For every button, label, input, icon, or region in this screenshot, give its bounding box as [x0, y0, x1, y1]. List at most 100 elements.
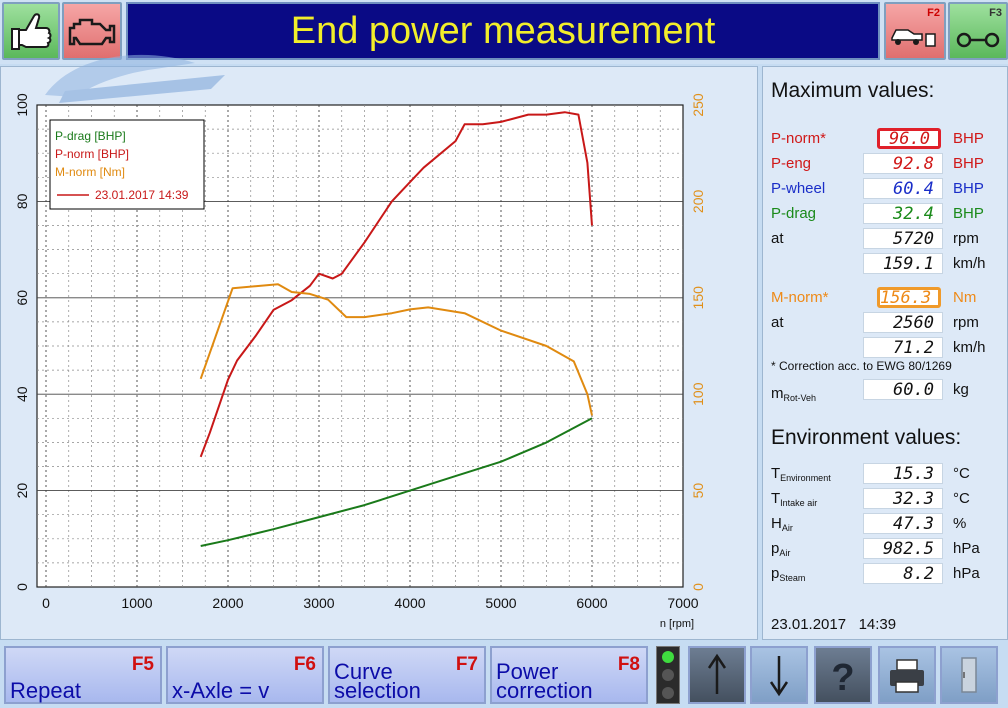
env-row-label-main: T [771, 465, 781, 482]
scroll-up-button[interactable] [688, 646, 746, 704]
y-left-tick-label: 100 [14, 93, 30, 117]
env-row-label-sub: Intake air [780, 498, 818, 508]
max-row-value: 71.2 [863, 337, 943, 358]
max-row-unit: km/h [953, 255, 986, 272]
max-row-label: M-norm* [771, 289, 829, 306]
f3-rollers-button[interactable]: F3 [948, 2, 1008, 60]
curve-selection-button[interactable]: F7 Curve selection [328, 646, 486, 704]
scroll-down-button[interactable] [750, 646, 808, 704]
page-title: End power measurement [290, 10, 716, 52]
status-light-green [662, 651, 674, 663]
rotveh-label-sub: Rot-Veh [783, 393, 817, 403]
x-tick-label: 3000 [303, 595, 334, 611]
max-row-value: 159.1 [863, 253, 943, 274]
car-on-bench-icon [891, 29, 936, 47]
max-row-label: P-drag [771, 205, 817, 222]
legend-item: P-norm [BHP] [55, 147, 129, 161]
thumbs-up-icon [11, 13, 52, 50]
values-panel: Maximum values: P-norm* 96.0 BHP P-eng 92.8 BH… [762, 66, 1008, 640]
power-correction-button[interactable]: F8 Power correction [490, 646, 648, 704]
arrow-up-icon [707, 653, 727, 694]
max-row-unit: BHP [953, 130, 984, 147]
max-row-unit: Nm [953, 289, 977, 306]
f2-test-bench-button[interactable]: F2 [884, 2, 946, 60]
y-left-tick-label: 20 [14, 483, 30, 499]
help-button[interactable]: ? [814, 646, 872, 704]
series-line-3 [199, 283, 593, 416]
power-correction-label: Power correction [496, 659, 593, 703]
arrow-down-icon [769, 656, 789, 697]
chart-panel: 0 20 40 60 80 100 0 50 100 150 200 250 0 1000 2000 3000… [0, 54, 758, 640]
max-row-unit: km/h [953, 339, 986, 356]
environment-values-heading: Environment values: [771, 426, 962, 449]
x-tick-label: 2000 [212, 595, 243, 611]
rotveh-label-main: m [771, 385, 784, 402]
curve-selection-line1: Curve [334, 659, 393, 684]
env-row-label-sub: Environment [780, 473, 831, 483]
f3-key-label: F3 [989, 7, 1002, 19]
env-row-label: TEnvironment [771, 465, 831, 483]
series-line-1 [200, 417, 593, 547]
title-bar: End power measurement [126, 2, 880, 60]
max-row-unit: rpm [953, 314, 979, 331]
max-row-unit: BHP [953, 180, 984, 197]
power-correction-key: F8 [617, 654, 640, 675]
power-correction-line2: correction [496, 678, 593, 703]
max-row-value: 5720 [863, 228, 943, 249]
x-tick-label: 5000 [485, 595, 516, 611]
y-right-tick-label: 200 [690, 190, 706, 214]
y-left-tick-label: 0 [14, 583, 30, 591]
env-row-label: pSteam [771, 565, 805, 583]
y-right-tick-label: 150 [690, 286, 706, 310]
max-row-label: P-wheel [771, 180, 826, 197]
y-right-tick-label: 50 [690, 483, 706, 499]
max-row-unit: rpm [953, 230, 979, 247]
max-row-value: 60.4 [863, 178, 943, 199]
max-row-value: 92.8 [863, 153, 943, 174]
x-axle-button[interactable]: F6 x-Axle = v [166, 646, 324, 704]
env-row-label-sub: Air [781, 523, 793, 533]
maximum-values-heading: Maximum values: [771, 79, 935, 102]
max-row-value: 32.4 [863, 203, 943, 224]
max-row-label: P-norm* [771, 130, 827, 147]
env-row-label-main: H [771, 515, 782, 532]
env-row-label: TIntake air [771, 490, 817, 508]
env-row-unit: °C [953, 490, 970, 507]
pke-logo [45, 54, 225, 103]
env-row-unit: °C [953, 465, 970, 482]
correction-note: * Correction acc. to EWG 80/1269 [771, 359, 952, 373]
svg-text:?: ? [831, 657, 854, 699]
env-row-unit: hPa [953, 540, 980, 557]
x-tick-label: 1000 [121, 595, 152, 611]
env-row-unit: % [953, 515, 967, 532]
confirm-button[interactable] [2, 2, 60, 60]
env-row-value: 982.5 [863, 538, 943, 559]
y-left-tick-label: 80 [14, 193, 30, 209]
rotveh-label: mRot-Veh [771, 385, 816, 403]
status-light-yellow [662, 669, 674, 681]
x-axle-key: F6 [293, 654, 316, 675]
series-line-2 [199, 111, 593, 458]
legend-item: P-drag [BHP] [55, 129, 126, 143]
engine-button[interactable] [62, 2, 122, 60]
power-correction-line1: Power [496, 659, 559, 684]
max-row-value: 2560 [863, 312, 943, 333]
legend-box [49, 119, 205, 210]
print-button[interactable] [878, 646, 936, 704]
y-right-tick-label: 250 [690, 93, 706, 117]
curve-selection-line2: selection [334, 678, 421, 703]
status-light-red [662, 687, 674, 699]
exit-button[interactable] [940, 646, 998, 704]
f2-key-label: F2 [927, 7, 940, 19]
repeat-button[interactable]: F5 Repeat [4, 646, 162, 704]
rotveh-unit: kg [953, 381, 969, 398]
env-row-label-sub: Steam [779, 573, 806, 583]
door-icon [961, 657, 977, 693]
bottom-toolbar: F5 Repeat F6 x-Axle = v F7 Curve selecti… [0, 642, 1008, 708]
printer-icon [890, 659, 924, 693]
max-row-value: 156.3 [877, 287, 941, 308]
max-row-label: P-eng [771, 155, 812, 172]
legend-run-date: 23.01.2017 14:39 [95, 188, 189, 202]
x-axis-label: n [rpm] [660, 618, 694, 630]
